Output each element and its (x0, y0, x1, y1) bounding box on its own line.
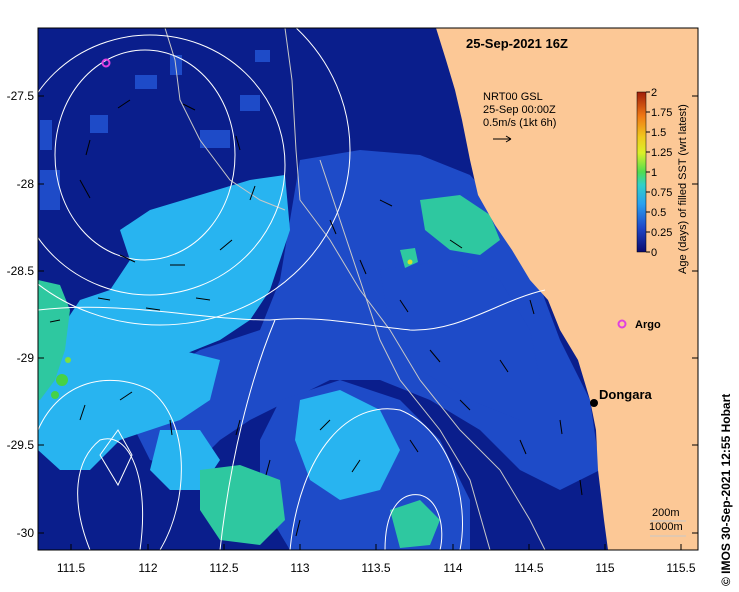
x-tick-label: 112.5 (209, 561, 238, 575)
y-tick-label: -29.5 (7, 438, 35, 452)
argo-label: Argo (635, 319, 661, 331)
colorbar-tick-label: 1 (651, 167, 657, 179)
speckle-group (40, 50, 270, 210)
y-tick-label: -27.5 (7, 89, 35, 103)
colorbar-tick-label: 0.75 (651, 187, 672, 199)
x-tick-label: 114 (443, 561, 462, 575)
colorbar (636, 91, 647, 253)
age-spot-yellow (407, 259, 413, 265)
x-tick-label: 113.5 (361, 561, 390, 575)
ssh-contours (38, 28, 546, 550)
age-region-teal-5 (400, 248, 418, 268)
y-tick-label: -28.5 (7, 264, 35, 278)
vector-scale-arrow (493, 135, 512, 143)
bathymetry-contours (164, 28, 546, 550)
age-spot-green-1 (56, 374, 68, 386)
colorbar-tick-labels: 2 1.75 1.5 1.25 1 0.75 0.5 0.25 0 (651, 87, 672, 259)
copyright-text: © IMOS 30-Sep-2021 12:55 Hobart (719, 393, 733, 586)
x-tick-label: 111.5 (57, 561, 86, 575)
map-frame (37, 27, 699, 551)
x-tick-labels: 111.5 112 112.5 113 113.5 114 114.5 115 … (57, 561, 696, 575)
y-tick-label: -30 (17, 526, 35, 540)
map-title: 25-Sep-2021 16Z (466, 36, 568, 51)
colorbar-tick-label: 0.25 (651, 227, 672, 239)
age-spot-green-2 (65, 357, 71, 363)
x-tick-label: 114.5 (514, 561, 543, 575)
colorbar-label-wrapper: Age (days) of filled SST (wrt latest) (673, 80, 693, 280)
age-region-light-blue-eddy (295, 390, 400, 500)
age-region-light-blue-north (60, 175, 290, 360)
product-name: NRT00 GSL (483, 91, 543, 103)
age-region-teal-1 (420, 195, 500, 255)
y-tick-label: -29 (17, 351, 35, 365)
dongara-marker (590, 399, 598, 407)
age-region-medium-blue-east (380, 260, 540, 420)
colorbar-tick-label: 1.75 (651, 107, 672, 119)
colorbar-tick-label: 0.5 (651, 207, 666, 219)
colorbar-label: Age (days) of filled SST (wrt latest) (677, 104, 689, 274)
colorbar-ticks (646, 91, 650, 253)
colorbar-tick-label: 2 (651, 87, 657, 99)
current-vectors (49, 99, 583, 537)
vector-scale-label: 0.5m/s (1kt 6h) (483, 117, 557, 129)
x-tick-label: 112 (138, 561, 157, 575)
x-tick-label: 115 (595, 561, 614, 575)
contour-200m-label: 200m (652, 507, 680, 519)
product-time: 25-Sep 00:00Z (483, 104, 556, 116)
age-region-teal-4 (390, 500, 440, 548)
colorbar-tick-label: 1.5 (651, 127, 666, 139)
age-region-teal-2 (38, 280, 70, 400)
land-western-australia (436, 28, 698, 550)
copyright-wrapper: © IMOS 30-Sep-2021 12:55 Hobart (717, 310, 737, 590)
age-region-teal-3 (200, 465, 285, 545)
argo-marker-sea (101, 58, 111, 68)
contour-1000m-label: 1000m (649, 521, 683, 533)
x-tick-label: 113 (290, 561, 309, 575)
x-tick-label: 115.5 (666, 561, 695, 575)
map-content (38, 28, 698, 550)
colorbar-tick-label: 1.25 (651, 147, 672, 159)
axis-ticks (38, 95, 698, 550)
y-tick-labels: -27.5 -28 -28.5 -29 -29.5 -30 (7, 89, 35, 540)
colorbar-tick-label: 0 (651, 247, 657, 259)
age-spot-green-3 (51, 391, 59, 399)
y-tick-label: -28 (17, 177, 35, 191)
age-region-light-blue-west (38, 320, 220, 470)
argo-legend-marker (617, 319, 627, 329)
dongara-label: Dongara (599, 387, 653, 402)
